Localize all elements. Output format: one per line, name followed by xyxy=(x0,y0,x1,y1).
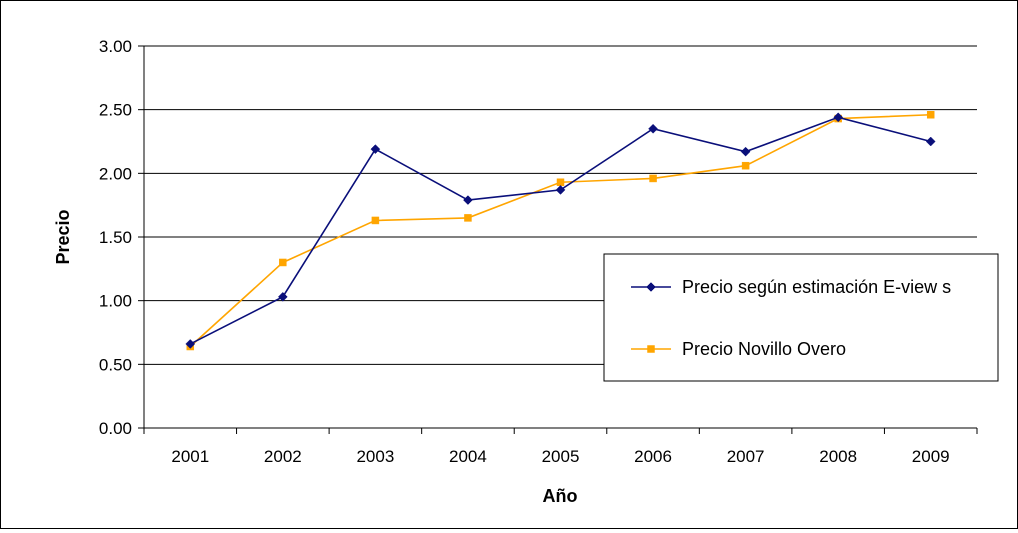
y-tick-label: 0.00 xyxy=(99,419,132,438)
x-tick-label: 2006 xyxy=(634,447,672,466)
data-point xyxy=(927,111,934,118)
y-tick-label: 2.00 xyxy=(99,164,132,183)
data-point xyxy=(463,196,472,205)
data-point xyxy=(279,259,286,266)
legend: Precio según estimación E-view s Precio N… xyxy=(604,254,998,381)
data-point xyxy=(464,214,471,221)
data-point xyxy=(557,179,564,186)
data-point xyxy=(556,185,565,194)
y-tick-label: 0.50 xyxy=(99,355,132,374)
data-point xyxy=(371,145,380,154)
legend-box xyxy=(604,254,998,381)
data-point xyxy=(926,137,935,146)
data-point xyxy=(648,346,655,353)
x-tick-label: 2007 xyxy=(727,447,765,466)
y-tick-label: 1.00 xyxy=(99,292,132,311)
data-point xyxy=(741,147,750,156)
y-tick-label: 3.00 xyxy=(99,37,132,56)
x-tick-label: 2008 xyxy=(819,447,857,466)
data-point xyxy=(742,162,749,169)
y-tick-label: 2.50 xyxy=(99,101,132,120)
legend-entry: Precio según estimación E-view s xyxy=(682,277,951,297)
data-point xyxy=(278,292,287,301)
data-point xyxy=(650,175,657,182)
legend-entry: Precio Novillo Overo xyxy=(682,339,846,359)
data-point xyxy=(372,217,379,224)
x-tick-labels: 2001 2002 2003 2004 2005 2006 2007 2008 2009 xyxy=(144,428,977,466)
y-axis-title: Precio xyxy=(53,209,73,264)
x-tick-label: 2004 xyxy=(449,447,487,466)
x-tick-label: 2009 xyxy=(912,447,950,466)
y-tick-labels: 0.00 0.50 1.00 1.50 2.00 2.50 3.00 xyxy=(99,37,132,438)
x-tick-label: 2002 xyxy=(264,447,302,466)
x-tick-label: 2005 xyxy=(542,447,580,466)
x-axis-title: Año xyxy=(543,486,578,506)
x-tick-label: 2001 xyxy=(171,447,209,466)
y-tick-label: 1.50 xyxy=(99,228,132,247)
x-tick-label: 2003 xyxy=(356,447,394,466)
data-point xyxy=(649,124,658,133)
